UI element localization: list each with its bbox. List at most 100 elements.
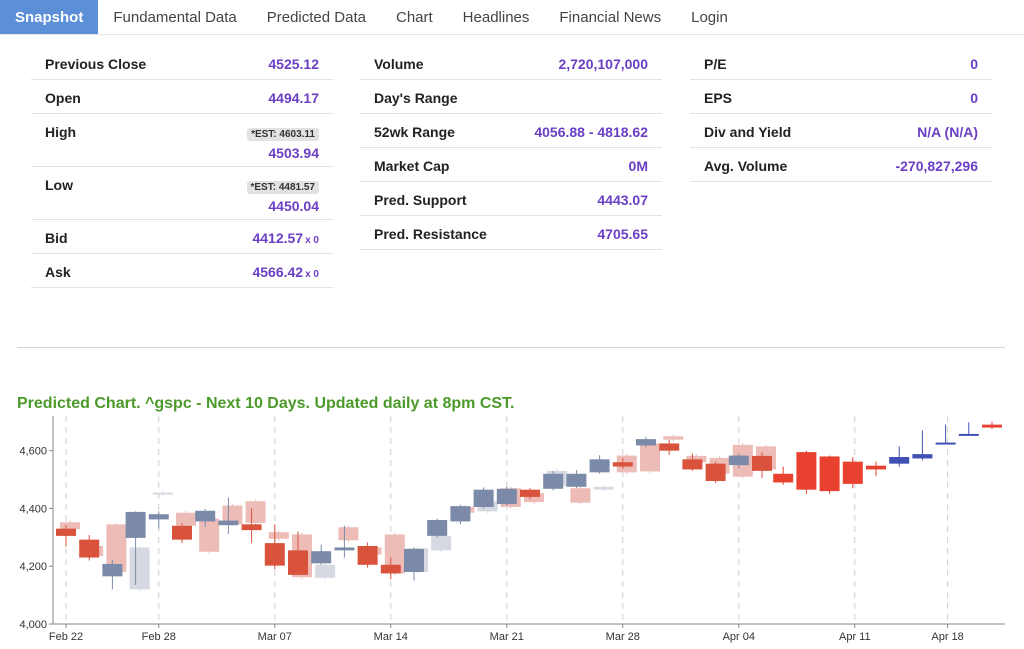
section-divider (17, 347, 1005, 348)
row-previous-close: Previous Close 4525.12 (31, 46, 333, 80)
actual-candle-23-body (589, 459, 610, 473)
faded-candle-16-body (431, 535, 452, 551)
row-pred-resistance: Pred. Resistance 4705.65 (360, 216, 662, 250)
52wk-range-label: 52wk Range (374, 124, 455, 140)
pred-resistance-value: 4705.65 (597, 226, 648, 242)
row-avg-volume: Avg. Volume -270,827,296 (690, 148, 992, 182)
open-value: 4494.17 (268, 90, 319, 106)
low-est-badge: *EST: 4481.57 (246, 181, 319, 194)
predicted-candle-0-body (773, 473, 794, 483)
actual-candle-27-body (682, 459, 703, 470)
y-tick-label: 4,600 (19, 446, 47, 458)
faded-candle-0-body (60, 522, 80, 530)
faded-candle-27-body (686, 455, 707, 463)
x-tick-label: Apr 18 (931, 631, 963, 643)
pred-support-value: 4443.07 (597, 192, 648, 208)
high-value: 4503.94 (268, 145, 319, 161)
avg-volume-value: -270,827,296 (895, 158, 978, 174)
faded-candle-7-body (222, 505, 243, 525)
open-label: Open (45, 90, 81, 106)
actual-candle-20-body (520, 489, 540, 497)
actual-candle-30-body (752, 455, 772, 471)
row-52wk-range: 52wk Range 4056.88 - 4818.62 (360, 114, 662, 148)
actual-candle-1-body (79, 539, 100, 558)
faded-candle-23-body (593, 486, 614, 490)
predicted-candle-1-body (796, 452, 817, 490)
x-tick-label: Mar 21 (490, 631, 524, 643)
faded-candle-8-body (245, 501, 266, 523)
tab-snapshot[interactable]: Snapshot (0, 0, 99, 34)
faded-candle-4-body (152, 492, 173, 495)
row-low: Low *EST: 4481.57 4450.04 (31, 167, 333, 220)
previous-close-label: Previous Close (45, 56, 147, 72)
tab-login[interactable]: Login (691, 8, 728, 26)
actual-candle-14-body (380, 564, 401, 574)
actual-candle-5-body (172, 525, 192, 540)
actual-candle-13-body (357, 546, 378, 565)
faded-candle-22-body (570, 488, 591, 503)
actual-candle-0-body (56, 528, 76, 536)
actual-candle-24-body (612, 462, 633, 467)
row-high: High *EST: 4603.11 4503.94 (31, 114, 333, 167)
faded-candle-2-body (106, 524, 127, 572)
actual-candle-15-body (404, 548, 424, 572)
actual-candle-4-body (148, 514, 169, 520)
actual-candle-7-body (218, 520, 239, 526)
predicted-candle-9-body (982, 424, 1002, 428)
52wk-range-value: 4056.88 - 4818.62 (534, 124, 648, 140)
predicted-candle-3-body (842, 461, 863, 484)
volume-value: 2,720,107,000 (558, 56, 648, 72)
ask-label: Ask (45, 264, 71, 280)
actual-candle-2-body (102, 563, 123, 577)
div-yield-label: Div and Yield (704, 124, 792, 140)
row-days-range: Day's Range (360, 80, 662, 114)
snapshot-col-2: Volume 2,720,107,000 Day's Range 52wk Ra… (360, 46, 662, 250)
previous-close-value: 4525.12 (268, 56, 319, 72)
row-market-cap: Market Cap 0M (360, 148, 662, 182)
row-pred-support: Pred. Support 4443.07 (360, 182, 662, 216)
faded-candle-9-body (268, 532, 289, 539)
row-eps: EPS 0 (690, 80, 992, 114)
high-est-badge: *EST: 4603.11 (247, 128, 319, 141)
market-cap-value: 0M (628, 158, 648, 174)
faded-candle-6-body (199, 518, 220, 552)
x-tick-label: Apr 11 (839, 631, 871, 643)
predicted-candle-5-body (889, 457, 910, 464)
actual-candle-16-body (427, 520, 448, 536)
tab-fundamental-data[interactable]: Fundamental Data (113, 8, 237, 26)
bid-label: Bid (45, 230, 68, 246)
bid-multiplier: x 0 (305, 235, 319, 246)
tab-bar: Snapshot Fundamental Data Predicted Data Ch… (0, 0, 1024, 35)
predicted-candlestick-chart: 4,000 4,200 4,400 4,600 Feb 22 Feb 28 Mar 07 Ma… (19, 416, 1005, 643)
actual-candle-11-body (311, 551, 332, 564)
actual-candle-12-body (334, 547, 355, 551)
tab-predicted-data[interactable]: Predicted Data (266, 8, 366, 26)
y-tick-label: 4,400 (19, 503, 47, 515)
tab-headlines[interactable]: Headlines (462, 8, 530, 26)
high-label: High (45, 124, 77, 140)
chart-title: Predicted Chart. ^gspc - Next 10 Days. U… (17, 395, 515, 412)
faded-candle-20-body (524, 493, 544, 503)
ask-multiplier: x 0 (305, 269, 319, 280)
pred-support-label: Pred. Support (374, 192, 467, 208)
actual-candle-6-body (195, 510, 216, 522)
actual-candle-25-body (636, 439, 656, 446)
y-tick-label: 4,200 (19, 561, 47, 573)
row-volume: Volume 2,720,107,000 (360, 46, 662, 80)
pe-label: P/E (704, 56, 727, 72)
x-tick-label: Mar 28 (606, 631, 640, 643)
ask-value: 4566.42 (252, 264, 304, 280)
avg-volume-label: Avg. Volume (704, 158, 788, 174)
days-range-label: Day's Range (374, 90, 458, 106)
tab-chart[interactable]: Chart (395, 8, 433, 26)
volume-label: Volume (374, 56, 424, 72)
row-div-yield: Div and Yield N/A (N/A) (690, 114, 992, 148)
tab-financial-news[interactable]: Financial News (559, 8, 662, 26)
y-tick-label: 4,000 (19, 619, 47, 631)
eps-label: EPS (704, 90, 733, 106)
div-yield-value: N/A (N/A) (917, 124, 978, 140)
actual-candle-10-body (288, 550, 308, 575)
actual-candle-19-body (496, 488, 517, 505)
predicted-candle-4-body (866, 465, 886, 470)
actual-candle-29-body (728, 455, 749, 466)
